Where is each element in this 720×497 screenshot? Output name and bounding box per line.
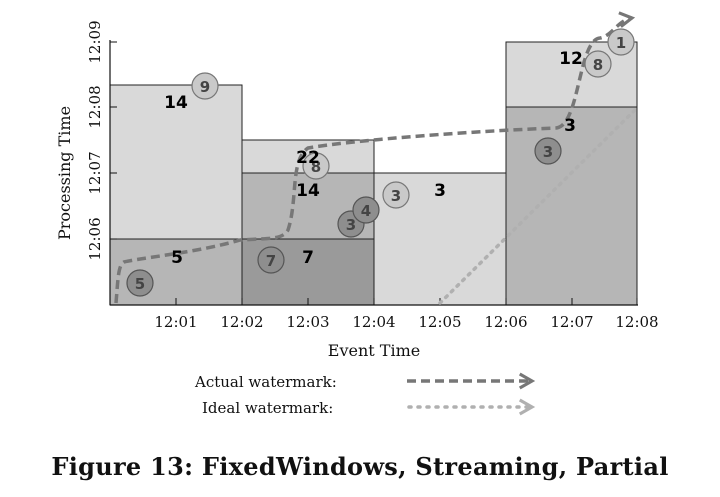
pane-w4-bottom	[505, 106, 638, 306]
svg-text:1: 1	[616, 34, 626, 52]
x-tick-label: 12:08	[615, 313, 658, 331]
pane-w1-bottom	[109, 238, 243, 306]
event-marker: 9	[191, 72, 219, 100]
pane-sum: 12	[559, 49, 583, 69]
pane-sum: 7	[302, 248, 314, 268]
event-marker: 8	[302, 152, 330, 180]
y-tick-label: 12:09	[86, 20, 104, 63]
y-tick-label: 12:08	[86, 85, 104, 128]
figure-caption: Figure 13: FixedWindows, Streaming, Part…	[51, 452, 669, 481]
pane-sums: 5 14 7 14 22 3 3 12	[164, 49, 583, 268]
svg-text:3: 3	[391, 187, 401, 205]
svg-text:8: 8	[593, 56, 603, 74]
legend-actual-label: Actual watermark:	[194, 373, 337, 391]
y-ticks	[110, 41, 117, 240]
svg-text:5: 5	[135, 275, 145, 293]
x-tick-label: 12:04	[352, 313, 395, 331]
event-marker: 7	[257, 246, 285, 274]
axes: 12:01 12:02 12:03 12:04 12:05 12:06 12:0…	[55, 20, 659, 360]
x-axis-title: Event Time	[328, 341, 420, 360]
pane-sum: 22	[296, 148, 320, 168]
event-marker: 3	[534, 137, 562, 165]
svg-text:7: 7	[266, 252, 276, 270]
pane-sum: 3	[434, 181, 446, 201]
pane-sum: 14	[164, 93, 188, 113]
panes	[109, 41, 638, 306]
pane-w1-top	[109, 84, 243, 240]
events: 5 9 7 8 3 4 3 3	[126, 28, 635, 297]
svg-text:3: 3	[543, 143, 553, 161]
event-marker: 3	[382, 181, 410, 209]
pane-sum: 14	[296, 181, 320, 201]
x-tick-label: 12:03	[286, 313, 329, 331]
pane-sum: 5	[171, 248, 183, 268]
event-marker: 5	[126, 269, 154, 297]
legend-ideal-label: Ideal watermark:	[202, 399, 333, 417]
y-tick-label: 12:07	[86, 151, 104, 194]
ideal-watermark-line	[438, 106, 639, 305]
x-tick-label: 12:01	[154, 313, 197, 331]
pane-sum: 3	[564, 116, 576, 136]
x-tick-label: 12:07	[550, 313, 593, 331]
svg-text:4: 4	[361, 202, 371, 220]
event-marker: 1	[607, 28, 635, 56]
x-tick-label: 12:02	[220, 313, 263, 331]
x-tick-label: 12:05	[418, 313, 461, 331]
svg-text:3: 3	[346, 216, 356, 234]
svg-text:9: 9	[200, 78, 210, 96]
actual-watermark-line	[114, 11, 636, 304]
event-marker: 4	[352, 196, 380, 224]
y-tick-label: 12:06	[86, 217, 104, 260]
y-axis-title: Processing Time	[55, 106, 74, 240]
event-marker: 8	[584, 50, 612, 78]
x-tick-label: 12:06	[484, 313, 527, 331]
legend: Actual watermark: Ideal watermark:	[194, 372, 536, 417]
svg-text:8: 8	[311, 158, 321, 176]
